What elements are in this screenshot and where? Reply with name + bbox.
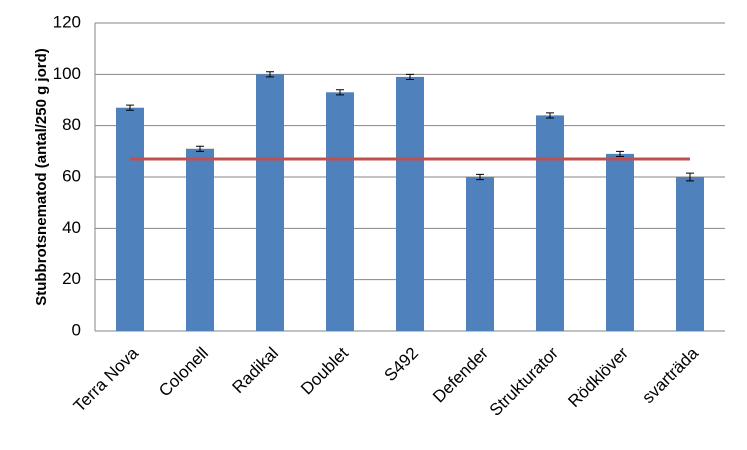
error-bar <box>476 173 484 181</box>
error-bar <box>616 150 624 157</box>
bar <box>536 115 564 332</box>
error-bar <box>126 104 134 111</box>
error-bar <box>196 145 204 152</box>
error-bar <box>336 89 344 96</box>
y-tick-label: 80 <box>62 115 81 134</box>
error-bar <box>686 172 694 182</box>
bar <box>326 92 354 331</box>
bar <box>396 76 424 332</box>
x-tick-label: Rödklöver <box>564 343 632 411</box>
x-tick-label: svarträda <box>638 343 702 407</box>
x-tick-label: Defender <box>429 343 492 406</box>
y-axis-label: Stubbrotsnematod (antal/250 g jord) <box>33 48 50 306</box>
bar <box>466 177 494 331</box>
y-tick-label: 20 <box>62 269 81 288</box>
error-bar <box>266 71 274 78</box>
x-tick-label: Terra Nova <box>70 343 143 416</box>
x-tick-label: Colonell <box>155 344 212 401</box>
error-bar <box>406 73 414 80</box>
bar <box>116 107 144 331</box>
y-tick-label: 120 <box>53 12 81 31</box>
bar <box>256 74 284 331</box>
bar <box>676 177 704 331</box>
bar <box>186 148 214 331</box>
y-tick-label: 0 <box>72 320 81 339</box>
y-tick-label: 60 <box>62 166 81 185</box>
y-tick-label: 100 <box>53 64 81 83</box>
x-tick-label: Doublet <box>297 343 352 398</box>
x-tick-label: Radikal <box>228 344 282 398</box>
bar <box>606 153 634 331</box>
x-tick-label: Strukturator <box>486 343 562 419</box>
error-bar <box>546 112 554 119</box>
x-tick-label: S492 <box>380 344 422 386</box>
y-tick-label: 40 <box>62 218 81 237</box>
